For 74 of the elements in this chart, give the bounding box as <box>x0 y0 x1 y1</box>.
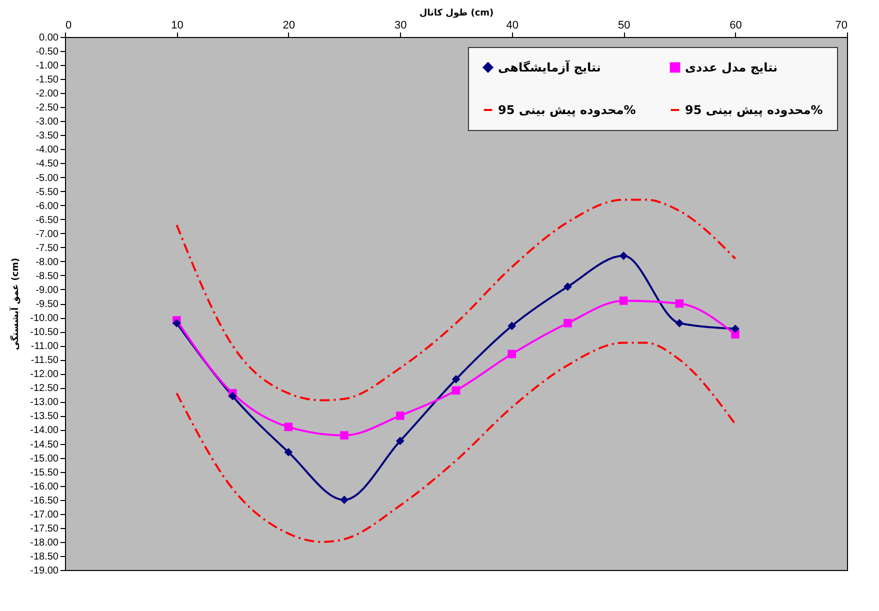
line-series <box>176 342 736 543</box>
y-tick-label: -19.00 <box>30 566 59 576</box>
y-tick-label: -5.00 <box>36 172 59 184</box>
point <box>564 318 572 328</box>
line-series <box>176 198 736 402</box>
x-tick-label: 30 <box>394 20 407 32</box>
x-tick-label: 10 <box>171 20 184 32</box>
point <box>228 392 237 400</box>
point <box>452 386 460 395</box>
x-tick-label: 60 <box>730 20 742 32</box>
y-tick-label: -14.50 <box>30 439 59 450</box>
x-tick-label: 70 <box>835 20 848 32</box>
y-tick-label: -5.50 <box>36 186 59 198</box>
point <box>619 296 628 305</box>
point <box>340 431 348 440</box>
y-tick-label: -13.50 <box>30 411 59 422</box>
point <box>619 252 628 260</box>
x-tick-label: 40 <box>506 20 518 32</box>
x-tick-label: 0 <box>66 20 72 32</box>
y-tick-label: 0.00 <box>39 32 59 44</box>
y-tick-label: -8.50 <box>36 270 59 282</box>
y-tick-label: -10.50 <box>30 327 59 338</box>
y-tick-label: -12.50 <box>30 383 59 394</box>
y-tick-label: -15.00 <box>30 453 59 464</box>
y-tick-label: -2.50 <box>36 102 59 114</box>
y-tick-label: -4.00 <box>36 144 59 156</box>
point <box>731 324 740 333</box>
y-tick-label: -9.00 <box>36 284 59 296</box>
y-tick-label: -8.00 <box>36 256 59 268</box>
point <box>396 436 404 446</box>
y-tick-label: -11.00 <box>30 341 59 352</box>
legend-label: نتایج آزمایشگاهی <box>498 59 601 74</box>
point <box>564 282 572 291</box>
point <box>508 350 516 358</box>
point <box>340 496 348 504</box>
y-tick-label: -13.00 <box>30 397 59 408</box>
y-tick-label: -1.00 <box>36 60 59 72</box>
point <box>396 412 404 420</box>
legend-label: محدوده پیش بینی 95% <box>685 103 823 117</box>
y-tick-label: -17.00 <box>30 509 59 520</box>
point <box>508 322 516 330</box>
y-tick-label: -0.50 <box>36 46 59 58</box>
y-tick-label: -10.00 <box>30 313 59 324</box>
y-tick-label: -6.00 <box>36 200 59 212</box>
y-tick-label: -15.50 <box>30 467 59 478</box>
y-tick-label: -14.00 <box>30 425 59 436</box>
y-tick-label: -17.50 <box>30 523 59 534</box>
point <box>284 422 293 432</box>
x-tick-label: 20 <box>282 20 296 32</box>
x-tick-label: 50 <box>618 20 630 32</box>
y-tick-label: -7.00 <box>36 228 59 240</box>
y-tick-label: -4.50 <box>36 158 59 170</box>
y-tick-label: -11.50 <box>30 355 59 366</box>
y-tick-label: -18.00 <box>30 537 59 548</box>
y-tick-label: -16.00 <box>30 481 59 492</box>
y-tick-label: -18.50 <box>30 551 59 562</box>
point <box>452 375 460 384</box>
y-axis-title: عمق آبشستگی (cm) <box>9 258 22 350</box>
point <box>172 318 181 328</box>
point <box>675 299 684 308</box>
y-tick-label: -3.00 <box>36 116 59 128</box>
y-tick-label: -3.50 <box>36 130 59 142</box>
y-tick-label: -1.50 <box>36 74 59 86</box>
y-tick-label: -12.00 <box>30 369 59 380</box>
point <box>284 448 293 456</box>
x-axis-title: طول کانال (cm) <box>419 8 494 18</box>
y-tick-label: -2.00 <box>36 88 59 100</box>
legend-label: محدوده پیش بینی 95% <box>498 103 636 117</box>
y-tick-label: -16.50 <box>30 495 59 506</box>
legend-label: نتایج مدل عددی <box>685 60 778 74</box>
y-tick-label: -7.50 <box>36 242 59 254</box>
y-tick-label: -6.50 <box>36 214 59 226</box>
point <box>675 318 684 328</box>
y-tick-label: -9.50 <box>36 299 59 310</box>
